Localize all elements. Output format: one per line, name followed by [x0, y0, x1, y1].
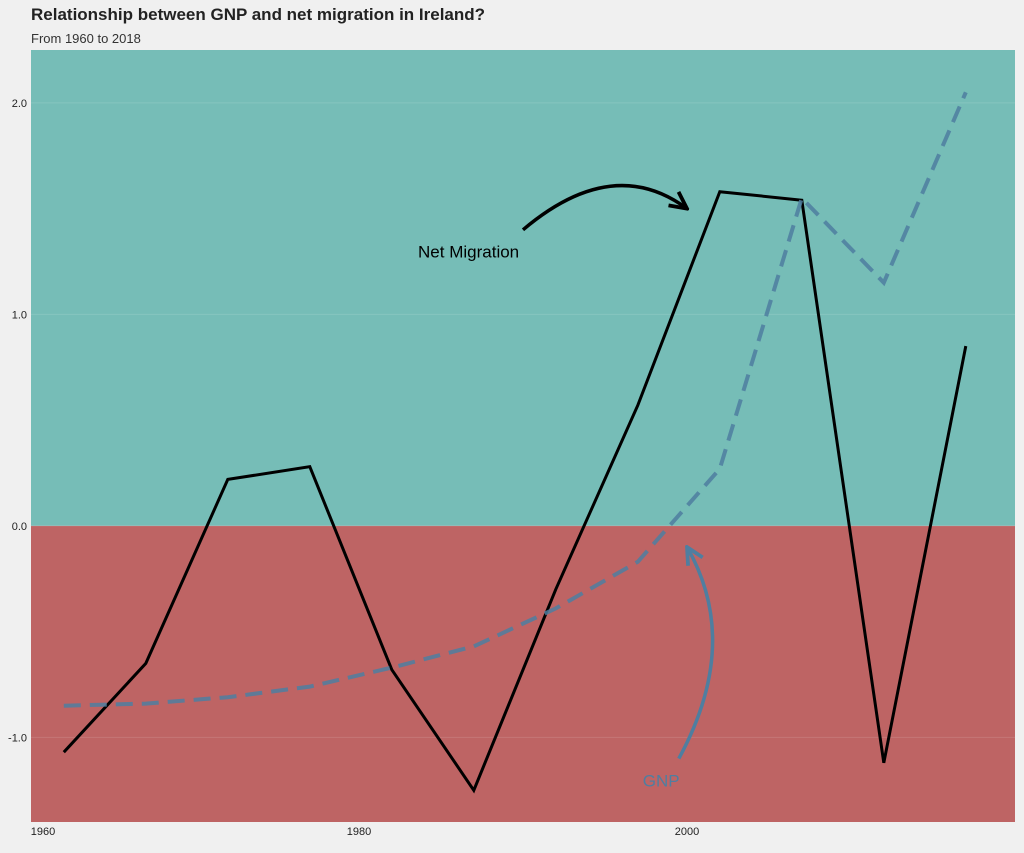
- net-migration-annotation-label: Net Migration: [418, 243, 519, 262]
- chart-subtitle: From 1960 to 2018: [31, 31, 141, 46]
- chart-title: Relationship between GNP and net migrati…: [31, 5, 486, 24]
- x-tick-label: 1960: [31, 826, 55, 838]
- x-tick-label: 2000: [675, 826, 699, 838]
- net-migration-arrow: [521, 183, 687, 232]
- net-migration-line: [62, 190, 968, 794]
- x-tick-label: 1980: [347, 826, 371, 838]
- gnp-annotation-label: GNP: [643, 771, 680, 790]
- y-tick-label: 1.0: [12, 309, 27, 321]
- y-tick-label: 0.0: [12, 521, 27, 533]
- y-tick-label: -1.0: [8, 732, 27, 744]
- positive-background-band: [31, 50, 1015, 526]
- gnp-arrow: [677, 547, 715, 760]
- y-tick-label: 2.0: [12, 98, 27, 110]
- gnp-line: [63, 91, 968, 708]
- negative-background-band: [31, 525, 1015, 822]
